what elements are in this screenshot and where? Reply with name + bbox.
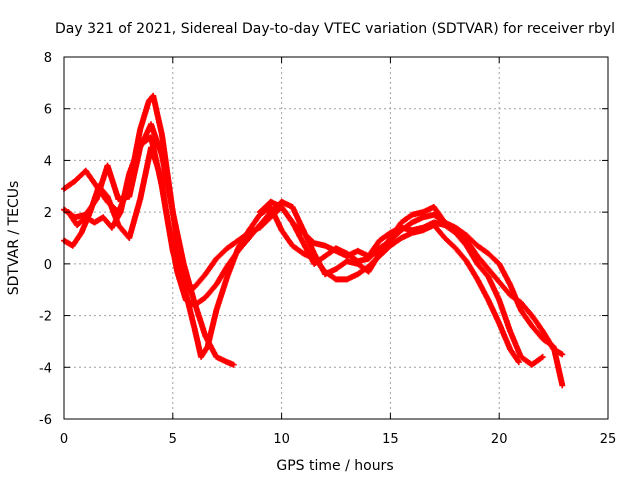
y-axis-label: SDTVAR / TECUs (6, 181, 22, 296)
x-tick-label: 20 (491, 432, 508, 447)
x-axis-label: GPS time / hours (276, 458, 393, 474)
y-tick-label: 8 (44, 51, 52, 66)
series-markers (256, 198, 566, 358)
x-tick-label: 10 (273, 432, 290, 447)
chart-title: Day 321 of 2021, Sidereal Day-to-day VTE… (55, 21, 615, 37)
x-tick-label: 25 (600, 432, 617, 447)
axis-ticks: 0 5 10 15 20 25 -6 -4 -2 0 2 4 6 8 (39, 51, 616, 447)
y-tick-label: -6 (39, 413, 52, 428)
grid-lines (64, 57, 608, 419)
y-tick-label: 2 (44, 206, 52, 221)
y-tick-label: 6 (44, 103, 52, 118)
y-tick-label: -4 (39, 361, 52, 376)
x-tick-label: 0 (60, 432, 68, 447)
plot-frame (63, 56, 609, 420)
y-tick-label: 0 (44, 258, 52, 273)
series-track-5 (256, 198, 566, 358)
x-tick-label: 5 (169, 432, 177, 447)
y-tick-label: 4 (44, 154, 52, 169)
x-tick-label: 15 (382, 432, 399, 447)
y-tick-label: -2 (39, 310, 52, 325)
